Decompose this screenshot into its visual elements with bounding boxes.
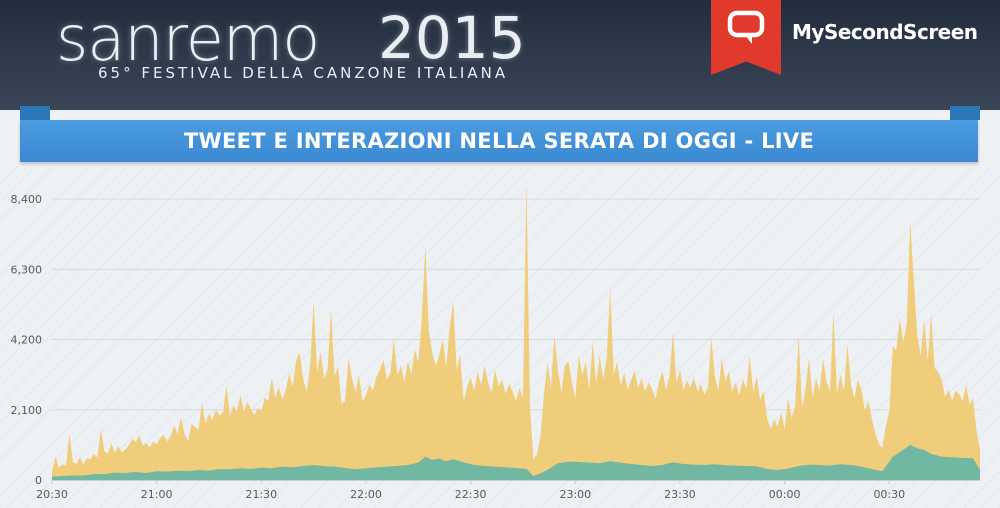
series-area-tweets xyxy=(52,181,980,480)
x-tick-label: 21:00 xyxy=(141,488,173,501)
series-area-interactions xyxy=(52,444,980,480)
x-tick-label: 21:30 xyxy=(245,488,277,501)
y-tick-label: 4,200 xyxy=(11,334,43,347)
y-tick-label: 2,100 xyxy=(11,404,43,417)
brand-bookmark-icon xyxy=(711,0,781,75)
y-tick-label: 8,400 xyxy=(11,193,43,206)
x-tick-label: 23:00 xyxy=(559,488,591,501)
x-tick-label: 22:30 xyxy=(455,488,487,501)
x-tick-label: 20:30 xyxy=(36,488,68,501)
x-tick-label: 23:30 xyxy=(664,488,696,501)
y-tick-label: 0 xyxy=(35,474,42,487)
header: sanremo 2015 65° FESTIVAL DELLA CANZONE … xyxy=(0,0,1000,110)
sanremo-logo-year: 2015 xyxy=(378,4,526,72)
banner-ribbon-left xyxy=(20,106,50,120)
chart-title: TWEET E INTERAZIONI NELLA SERATA DI OGGI… xyxy=(183,129,815,153)
title-banner-wrapper: TWEET E INTERAZIONI NELLA SERATA DI OGGI… xyxy=(0,104,1000,166)
banner-ribbon-right xyxy=(950,106,980,120)
title-banner: TWEET E INTERAZIONI NELLA SERATA DI OGGI… xyxy=(20,120,978,162)
x-tick-label: 00:00 xyxy=(769,488,801,501)
sanremo-logo-subtitle: 65° FESTIVAL DELLA CANZONE ITALIANA xyxy=(98,64,509,82)
speech-bubble-icon xyxy=(727,10,765,44)
sanremo-logo-word: sanremo xyxy=(56,2,320,75)
chart-area: 0 2,100 4,200 6,300 8,400 20:30 21:00 21:30 22:0… xyxy=(0,166,1000,508)
y-tick-label: 6,300 xyxy=(11,263,43,276)
x-tick-label: 00:30 xyxy=(873,488,905,501)
x-tick-label: 22:00 xyxy=(350,488,382,501)
tweet-chart: 0 2,100 4,200 6,300 8,400 20:30 21:00 21:30 22:0… xyxy=(11,181,980,501)
brand-name[interactable]: MySecondScreen xyxy=(792,20,978,44)
